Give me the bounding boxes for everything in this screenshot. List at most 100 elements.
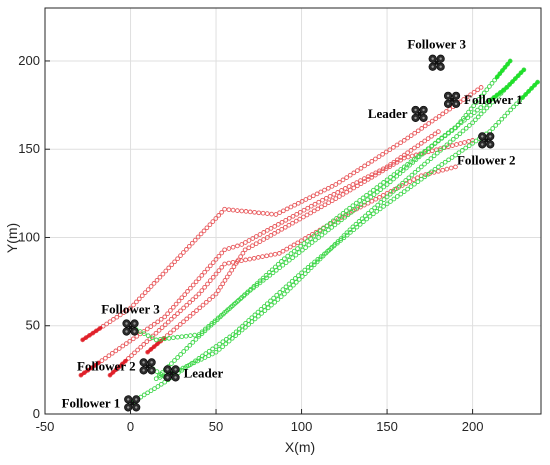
- trajectory-point: [224, 309, 229, 314]
- trajectory-point: [335, 219, 341, 225]
- trajectory-point: [453, 164, 458, 170]
- trajectory-point: [219, 209, 224, 215]
- trajectory-point: [277, 290, 283, 295]
- trajectory-point: [468, 92, 473, 98]
- trajectory-point: [327, 193, 333, 199]
- trajectory-point: [196, 291, 202, 297]
- trajectory-point: [275, 228, 281, 234]
- rotor-hub-icon: [127, 406, 130, 409]
- rotor-hub-icon: [439, 57, 442, 60]
- trajectory-point: [362, 179, 367, 184]
- start-heading-marker: [81, 326, 103, 342]
- trajectory-point: [398, 191, 404, 197]
- trajectory-point: [481, 108, 487, 114]
- trajectory-point: [326, 200, 331, 206]
- trajectory-point: [283, 260, 289, 266]
- trajectory-point: [299, 238, 304, 244]
- trajectory-point: [300, 247, 305, 253]
- trajectory-point: [235, 243, 240, 249]
- trajectory-point: [251, 284, 257, 289]
- trajectory-point: [384, 177, 390, 183]
- trajectory-point: [388, 189, 394, 194]
- trajectory-point: [99, 358, 105, 363]
- trajectory-point: [134, 299, 139, 305]
- y-tick-label: 150: [18, 141, 40, 156]
- trajectory-point: [442, 133, 448, 139]
- trajectory-point: [210, 260, 216, 265]
- trajectory-point: [381, 184, 387, 190]
- trajectory-point: [218, 284, 223, 290]
- trajectory-point: [478, 105, 484, 110]
- trajectory-point: [175, 256, 180, 262]
- trajectory-point: [511, 104, 516, 110]
- trajectory-point: [293, 252, 299, 258]
- trajectory-point: [217, 341, 222, 347]
- trajectory-point: [199, 331, 205, 336]
- trajectory-point: [181, 349, 187, 354]
- trajectory-point: [418, 164, 424, 170]
- trajectory-point: [381, 197, 387, 202]
- trajectory-point: [286, 257, 292, 263]
- trajectory-point: [311, 262, 317, 268]
- trajectory-point: [362, 163, 367, 169]
- trajectory-point: [450, 143, 455, 148]
- trajectory-point: [459, 148, 465, 153]
- trajectory-point: [268, 233, 274, 238]
- trajectory-point: [170, 335, 176, 341]
- trajectory-point: [391, 159, 397, 165]
- trajectory-point: [264, 228, 270, 233]
- trajectory-point: [431, 153, 437, 159]
- trajectory-point: [415, 143, 421, 149]
- trajectory-point: [447, 139, 453, 145]
- trajectory-point: [158, 336, 163, 342]
- rotor-hub-icon: [166, 376, 169, 379]
- trajectory-point: [202, 284, 207, 290]
- drone-label: Leader: [184, 365, 224, 380]
- trajectory-point: [181, 250, 186, 255]
- trajectory-point: [260, 275, 266, 281]
- trajectory-point: [422, 174, 428, 180]
- trajectory-point: [265, 305, 271, 311]
- trajectory-point: [304, 212, 310, 218]
- trajectory-point: [377, 194, 382, 200]
- reference-trajectory: [80, 85, 484, 343]
- trajectory-point: [266, 270, 272, 275]
- x-tick-label: -50: [36, 419, 55, 434]
- drone-body-icon: [434, 60, 439, 65]
- trajectory-point: [283, 284, 289, 290]
- trajectory-point: [405, 150, 410, 156]
- trajectory-point: [227, 306, 232, 311]
- y-tick-label: 200: [18, 53, 40, 68]
- trajectory-point: [422, 123, 428, 129]
- trajectory-point: [239, 242, 245, 247]
- trajectory-point: [429, 169, 434, 175]
- trajectory-point: [350, 224, 356, 230]
- trajectory-point: [230, 244, 236, 250]
- trajectory-point: [350, 203, 356, 209]
- trajectory-point: [295, 240, 301, 246]
- trajectory-point: [242, 292, 248, 298]
- trajectory-point: [229, 335, 235, 341]
- trajectory-point: [337, 194, 342, 199]
- trajectory-point: [216, 253, 222, 259]
- trajectory-point: [387, 191, 393, 197]
- trajectory-point: [213, 216, 219, 221]
- trajectory-point: [517, 98, 522, 104]
- trajectory-point: [443, 109, 449, 114]
- trajectory-point: [250, 236, 256, 241]
- trajectory-point: [269, 302, 274, 308]
- trajectory-point: [177, 322, 183, 327]
- trajectory-point: [142, 290, 148, 295]
- trajectory-point: [339, 217, 344, 223]
- trajectory-point: [478, 85, 484, 90]
- trajectory-point: [145, 390, 150, 396]
- trajectory-point: [341, 235, 347, 241]
- trajectory-point: [286, 281, 292, 287]
- trajectory-point: [155, 384, 161, 389]
- trajectory-point: [381, 204, 386, 209]
- trajectory-point: [339, 188, 344, 193]
- trajectory-point: [299, 199, 305, 204]
- trajectory-point: [423, 172, 428, 177]
- trajectory-point: [201, 228, 207, 234]
